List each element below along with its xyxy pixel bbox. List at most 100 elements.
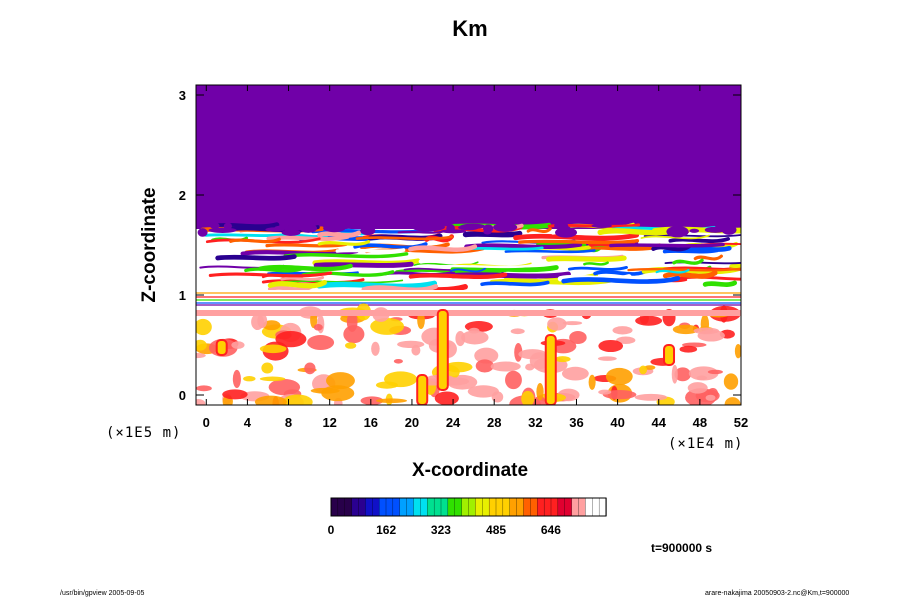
turbulent-streak xyxy=(266,234,350,241)
turbulent-streak xyxy=(702,280,738,287)
x-tick-label: 40 xyxy=(610,415,624,430)
x-tick-label: 24 xyxy=(446,415,461,430)
x-tick-label: 52 xyxy=(734,415,748,430)
lower-plume xyxy=(588,374,596,390)
vertical-plume xyxy=(436,309,449,391)
lower-plume xyxy=(474,347,499,364)
band-top-cell xyxy=(360,226,376,236)
colorbar-cell xyxy=(330,497,339,517)
colorbar-cell xyxy=(537,497,545,517)
turbulent-streak xyxy=(729,263,741,270)
colorbar-cell xyxy=(420,497,428,517)
lower-plume xyxy=(222,389,248,400)
x-tick-label: 44 xyxy=(652,415,667,430)
lower-plume xyxy=(598,389,612,395)
lower-plume xyxy=(671,364,678,384)
turbulent-streak xyxy=(526,227,552,233)
lower-plume xyxy=(375,398,408,404)
vertical-plume xyxy=(544,334,557,405)
turbulent-streak xyxy=(609,242,725,248)
colorbar-cell xyxy=(392,497,401,517)
lower-plume xyxy=(724,397,741,405)
lower-plume xyxy=(313,324,323,331)
x-tick-label: 8 xyxy=(285,415,292,430)
lower-plume xyxy=(490,361,521,372)
turbulent-streak xyxy=(662,270,718,279)
x-scale-label: (×1E4 m) xyxy=(668,436,744,452)
colorbar-cell xyxy=(378,497,387,517)
colorbar-cell xyxy=(454,497,463,517)
colorbar-cell xyxy=(585,497,593,517)
lower-plume xyxy=(569,330,587,345)
lower-plume xyxy=(679,345,698,353)
band-top-cell xyxy=(460,223,486,229)
colorbar: 0 162 323 485 646 xyxy=(328,497,607,537)
lower-plume xyxy=(345,342,357,349)
colorbar-tick-label: 323 xyxy=(431,523,451,537)
lower-plume xyxy=(687,382,708,394)
lower-plume xyxy=(259,344,287,354)
colorbar-cell xyxy=(509,497,518,517)
colorbar-cell xyxy=(482,497,490,517)
lower-plume xyxy=(562,321,583,326)
band-top-cell xyxy=(197,228,208,237)
x-tick-label: 16 xyxy=(364,415,378,430)
turbulent-streak xyxy=(546,255,627,262)
footer-left: /usr/bin/gpview 2005-09-05 xyxy=(60,590,145,597)
lower-plume xyxy=(461,330,489,345)
lower-plume xyxy=(536,383,544,401)
turbulent-streak xyxy=(361,284,439,293)
y-tick-label: 1 xyxy=(179,288,186,303)
lower-plume xyxy=(644,365,656,370)
band-top-cell xyxy=(554,221,569,231)
lower-plume xyxy=(521,390,535,405)
turbulent-streak xyxy=(425,264,536,269)
colorbar-cell xyxy=(344,497,353,517)
lower-plume xyxy=(370,317,405,335)
turbulent-streak xyxy=(513,232,640,241)
lower-plume xyxy=(393,359,403,364)
lower-plume xyxy=(371,341,380,356)
lower-plume xyxy=(505,370,522,390)
colorbar-cell xyxy=(358,497,367,517)
lower-plume xyxy=(616,336,636,345)
lower-plume xyxy=(707,369,723,375)
heatmap-field xyxy=(196,85,741,405)
band-top-cell xyxy=(721,224,737,235)
turbulent-streak xyxy=(301,270,395,277)
turbulent-streak xyxy=(265,242,348,248)
colorbar-cell xyxy=(427,497,435,517)
colorbar-cell xyxy=(488,497,497,517)
lower-plume xyxy=(243,376,256,382)
colorbar-cell xyxy=(413,497,422,517)
lower-plume xyxy=(561,366,589,381)
band-top-cell xyxy=(323,224,346,233)
lower-plume xyxy=(723,373,739,390)
colorbar-cell xyxy=(365,497,373,517)
colorbar-tick-label: 162 xyxy=(376,523,396,537)
band-top-cell xyxy=(348,223,368,229)
lower-plume xyxy=(475,359,494,373)
time-label: t=900000 s xyxy=(651,541,713,555)
lower-plume xyxy=(196,339,207,351)
lower-plume xyxy=(734,343,741,359)
lower-plume xyxy=(196,352,206,359)
turbulent-streak xyxy=(258,263,353,272)
lower-plume xyxy=(326,372,355,390)
vertical-plume xyxy=(215,339,228,356)
lower-plume xyxy=(554,356,571,363)
colorbar-cell xyxy=(372,497,380,517)
x-tick-label: 12 xyxy=(322,415,336,430)
turbulent-streak xyxy=(408,244,478,252)
colorbar-cell xyxy=(592,497,600,517)
turbulent-streak xyxy=(397,230,445,234)
turbulent-streak xyxy=(651,244,692,252)
band-top-cell xyxy=(265,227,285,232)
band-top-cell xyxy=(440,229,467,234)
band-top-cell xyxy=(209,222,220,229)
colorbar-cell xyxy=(468,497,477,517)
lower-plume xyxy=(705,394,716,401)
turbulent-streak xyxy=(464,242,583,250)
lower-plume xyxy=(688,366,719,381)
lower-plume xyxy=(605,367,633,386)
